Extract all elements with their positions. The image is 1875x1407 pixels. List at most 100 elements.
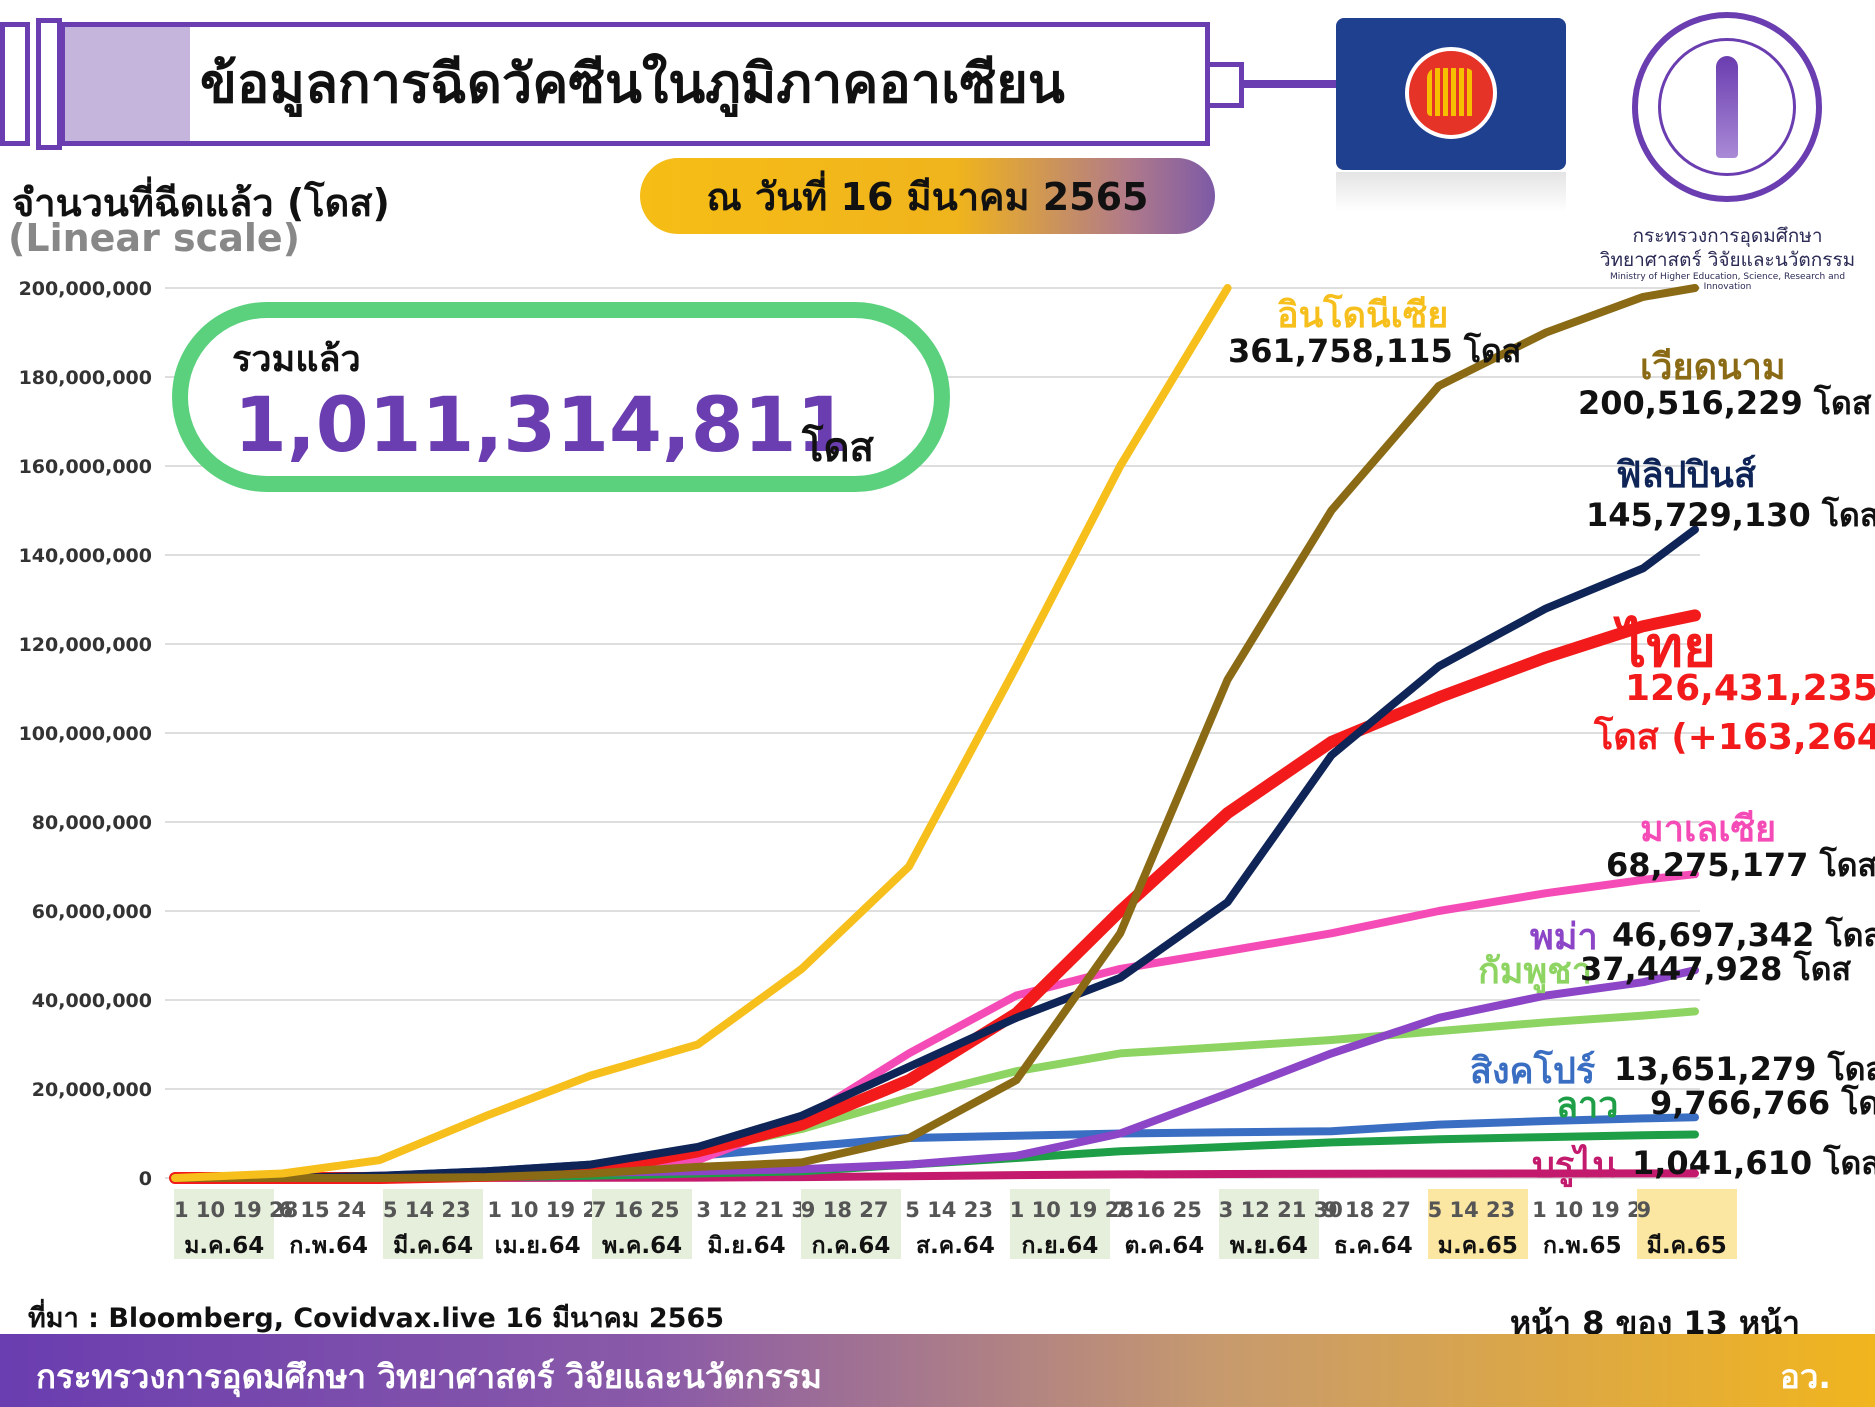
x-day-ticks: 7 16 25: [591, 1198, 680, 1222]
x-month-label: มิ.ย.64: [707, 1233, 786, 1259]
series-value-indonesia: 361,758,115 โดส: [1228, 332, 1522, 370]
x-month-background: [1427, 1189, 1529, 1259]
x-day-ticks: 3 12 21 30: [1218, 1198, 1343, 1222]
total-value: 1,011,314,811: [234, 380, 850, 469]
x-day-ticks: 1 10 19 28: [487, 1198, 612, 1222]
series-value-myanmar: 46,697,342 โดส: [1612, 916, 1875, 954]
footer-bar: [0, 1334, 1875, 1407]
series-value-thailand: 126,431,235: [1625, 668, 1875, 709]
asean-emblem-icon: [1427, 68, 1475, 116]
series-value-line2-thailand: โดส (+163,264): [1594, 717, 1875, 758]
total-box: [172, 302, 950, 492]
series-value-laos: 9,766,766 โดส: [1650, 1084, 1875, 1122]
y-tick-label: 160,000,000: [19, 456, 152, 478]
x-month-label: ม.ค.65: [1437, 1233, 1518, 1259]
x-month-background: [1009, 1189, 1111, 1259]
x-day-ticks: 9: [1636, 1198, 1652, 1222]
x-day-ticks: 9 18 27: [1323, 1198, 1411, 1222]
date-label: ณ วันที่ 16 มีนาคม 2565: [706, 175, 1149, 219]
x-month-background: [1636, 1189, 1737, 1259]
x-month-background: [591, 1189, 693, 1259]
series-name-vietnam: เวียดนาม: [1640, 347, 1786, 388]
y-tick-label: 60,000,000: [32, 901, 152, 923]
ministry-seal-ring: [1658, 38, 1796, 176]
x-month-label: ต.ค.64: [1124, 1233, 1205, 1259]
x-month-label: ส.ค.64: [916, 1233, 995, 1259]
x-day-ticks: 1 10 19 28: [174, 1198, 299, 1222]
x-month-label: พ.ค.64: [602, 1233, 683, 1259]
x-month-label: มี.ค.65: [1646, 1233, 1727, 1259]
syringe-needle: [1244, 80, 1344, 88]
series-name-laos: ลาว: [1556, 1085, 1619, 1126]
syringe-plunger: [36, 18, 62, 150]
y-tick-label: 140,000,000: [19, 545, 152, 567]
series-value-cambodia: 37,447,928 โดส: [1580, 950, 1852, 988]
ministry-name-line1: กระทรวงการอุดมศึกษา: [1632, 225, 1823, 247]
date-pill: [640, 158, 1215, 234]
x-month-label: ก.ค.64: [811, 1233, 891, 1259]
y-tick-label: 0: [139, 1168, 152, 1190]
x-day-ticks: 5 14 23: [382, 1198, 471, 1222]
vaccination-line-chart: 0 20,000,000 40,000,000 60,000,000 80,000,00…: [19, 278, 1701, 1190]
y-tick-label: 40,000,000: [32, 990, 152, 1012]
syringe-plunger-cap: [0, 22, 30, 146]
series-value-brunei: 1,041,610 โดส: [1632, 1144, 1875, 1182]
footer-ministry: กระทรวงการอุดมศึกษา วิทยาศาสตร์ วิจัยและ…: [36, 1357, 823, 1396]
x-month-label: ม.ค.64: [184, 1233, 265, 1259]
flag-reflection: [1336, 172, 1566, 212]
x-day-ticks: 1 10 19 28: [1009, 1198, 1134, 1222]
syringe-fill: [65, 27, 190, 141]
series-name-indonesia: อินโดนีเซีย: [1277, 295, 1449, 336]
ministry-name-line2: วิทยาศาสตร์ วิจัยและนวัตกรรม: [1599, 249, 1856, 271]
x-day-ticks: 6 15 24: [278, 1198, 367, 1222]
footer-abbr: อว.: [1780, 1357, 1831, 1396]
x-month-label: ธ.ค.64: [1333, 1233, 1413, 1259]
series-line-philippines: [171, 525, 1699, 1182]
ministry-seal-emblem: [1716, 56, 1738, 158]
y-scale-label: (Linear scale): [8, 216, 300, 260]
series-value-singapore: 13,651,279 โดส: [1614, 1050, 1875, 1088]
series-name-brunei: บรูไน: [1532, 1145, 1617, 1186]
x-month-label: ก.พ.65: [1543, 1233, 1622, 1259]
x-month-label: มี.ค.64: [393, 1233, 474, 1259]
syringe-nozzle: [1210, 62, 1244, 108]
x-day-ticks: 7 16 25: [1114, 1198, 1202, 1222]
y-tick-label: 180,000,000: [19, 367, 152, 389]
y-axis-label: จำนวนที่ฉีดแล้ว (โดส): [12, 181, 390, 225]
source-note: ที่มา : Bloomberg, Covidvax.live 16 มีนา…: [28, 1303, 725, 1334]
series-name-malaysia: มาเลเซีย: [1640, 809, 1777, 850]
x-month-label: ก.ย.64: [1021, 1233, 1099, 1259]
series-value-vietnam: 200,516,229 โดส: [1578, 384, 1872, 422]
series-value-philippines: 145,729,130 โดส: [1586, 496, 1875, 534]
syringe-barrel: [60, 22, 1210, 146]
series-name-philippines: ฟิลิปปินส์: [1616, 455, 1756, 496]
x-month-background: [1218, 1189, 1320, 1259]
series-name-singapore: สิงคโปร์: [1470, 1051, 1596, 1092]
series-line-indonesia: [171, 284, 1232, 1182]
y-tick-label: 100,000,000: [19, 723, 152, 745]
y-tick-label: 80,000,000: [32, 812, 152, 834]
series-value-malaysia: 68,275,177 โดส: [1606, 846, 1875, 884]
x-month-label: ก.พ.64: [289, 1233, 368, 1259]
x-month-background: [382, 1189, 484, 1259]
x-month-background: [800, 1189, 902, 1259]
y-tick-label: 120,000,000: [19, 634, 152, 656]
series-line-vietnam: [171, 284, 1699, 1182]
x-month-label: เม.ย.64: [494, 1233, 581, 1259]
x-day-ticks: 9 18 27: [800, 1198, 889, 1222]
series-name-cambodia: กัมพูชา: [1478, 951, 1592, 992]
series-name-myanmar: พม่า: [1530, 917, 1598, 958]
x-day-ticks: 5 14 23: [905, 1198, 993, 1222]
total-label: รวมแล้ว: [232, 339, 361, 380]
total-unit: โดส: [802, 425, 874, 471]
ministry-name-en: Ministry of Higher Education, Science, R…: [1609, 272, 1846, 292]
page-title: ข้อมูลการฉีดวัคซีนในภูมิภาคอาเซียน: [200, 52, 1065, 115]
x-day-ticks: 5 14 23: [1427, 1198, 1516, 1222]
x-month-label: พ.ย.64: [1229, 1233, 1308, 1259]
series-name-thailand: ไทย: [1618, 615, 1716, 680]
ministry-name-th: กระทรวงการอุดมศึกษา วิทยาศาสตร์ วิจัยและ…: [1585, 224, 1870, 272]
x-day-ticks: 1 10 19 28: [1532, 1198, 1657, 1222]
x-month-background: [174, 1189, 275, 1259]
x-day-ticks: 3 12 21 30: [696, 1198, 821, 1222]
y-tick-label: 20,000,000: [32, 1079, 152, 1101]
